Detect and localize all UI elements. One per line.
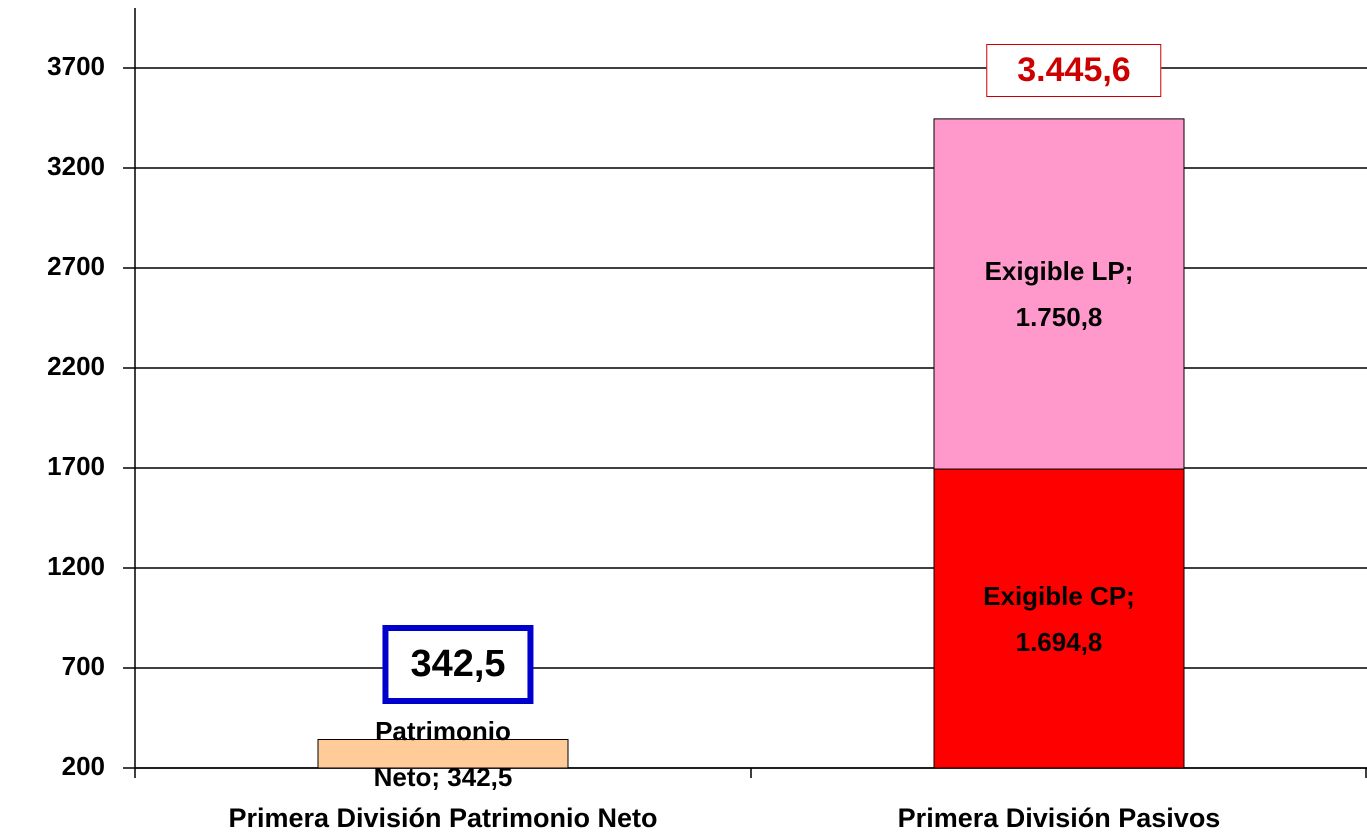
- data-label: Exigible LP; 1.750,8: [984, 255, 1134, 332]
- bar-segment: [933, 118, 1185, 470]
- y-tick-label: 3700: [47, 51, 105, 81]
- bar-segment: [317, 739, 569, 769]
- y-tick-label: 700: [62, 651, 105, 681]
- data-label: Patrimonio Neto; 342,5: [373, 715, 513, 792]
- y-tick-label: 200: [62, 751, 105, 781]
- y-tick-label: 1200: [47, 551, 105, 581]
- total-label: 342,5: [382, 624, 534, 704]
- y-tick-label: 3200: [47, 151, 105, 181]
- total-label: 3.445,6: [986, 43, 1162, 97]
- y-tick-label: 1700: [47, 451, 105, 481]
- bar-segment: [933, 468, 1185, 769]
- y-tick-label: 2700: [47, 251, 105, 281]
- x-tick-label: Primera División Pasivos: [898, 803, 1221, 833]
- y-tick-label: 2200: [47, 351, 105, 381]
- x-tick-label: Primera División Patrimonio Neto: [228, 803, 657, 833]
- data-label: Exigible CP; 1.694,8: [983, 580, 1135, 657]
